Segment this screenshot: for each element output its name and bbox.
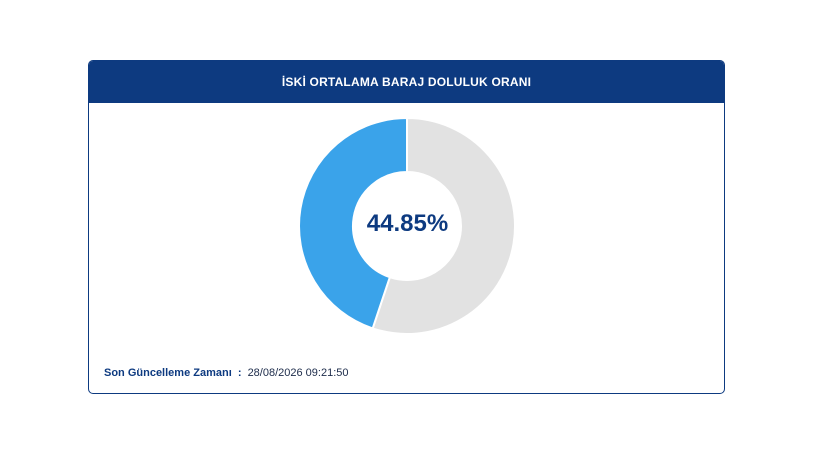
last-update: Son Güncelleme Zamanı : 28/08/2026 09:21… (104, 367, 349, 379)
card-header: İSKİ ORTALAMA BARAJ DOLULUK ORANI (89, 61, 724, 103)
last-update-separator: : (237, 367, 242, 379)
last-update-label: Son Güncelleme Zamanı (104, 367, 232, 379)
dam-occupancy-card: İSKİ ORTALAMA BARAJ DOLULUK ORANI 44.85%… (88, 60, 725, 394)
donut-slice-filled (298, 116, 408, 330)
donut-chart: 44.85% (89, 103, 724, 343)
last-update-value: 28/08/2026 09:21:50 (247, 367, 349, 379)
donut-chart-svg (298, 116, 516, 335)
card-title: İSKİ ORTALAMA BARAJ DOLULUK ORANI (281, 75, 532, 89)
occupancy-percentage: 44.85% (366, 210, 449, 237)
donut-slice-empty (371, 116, 516, 335)
